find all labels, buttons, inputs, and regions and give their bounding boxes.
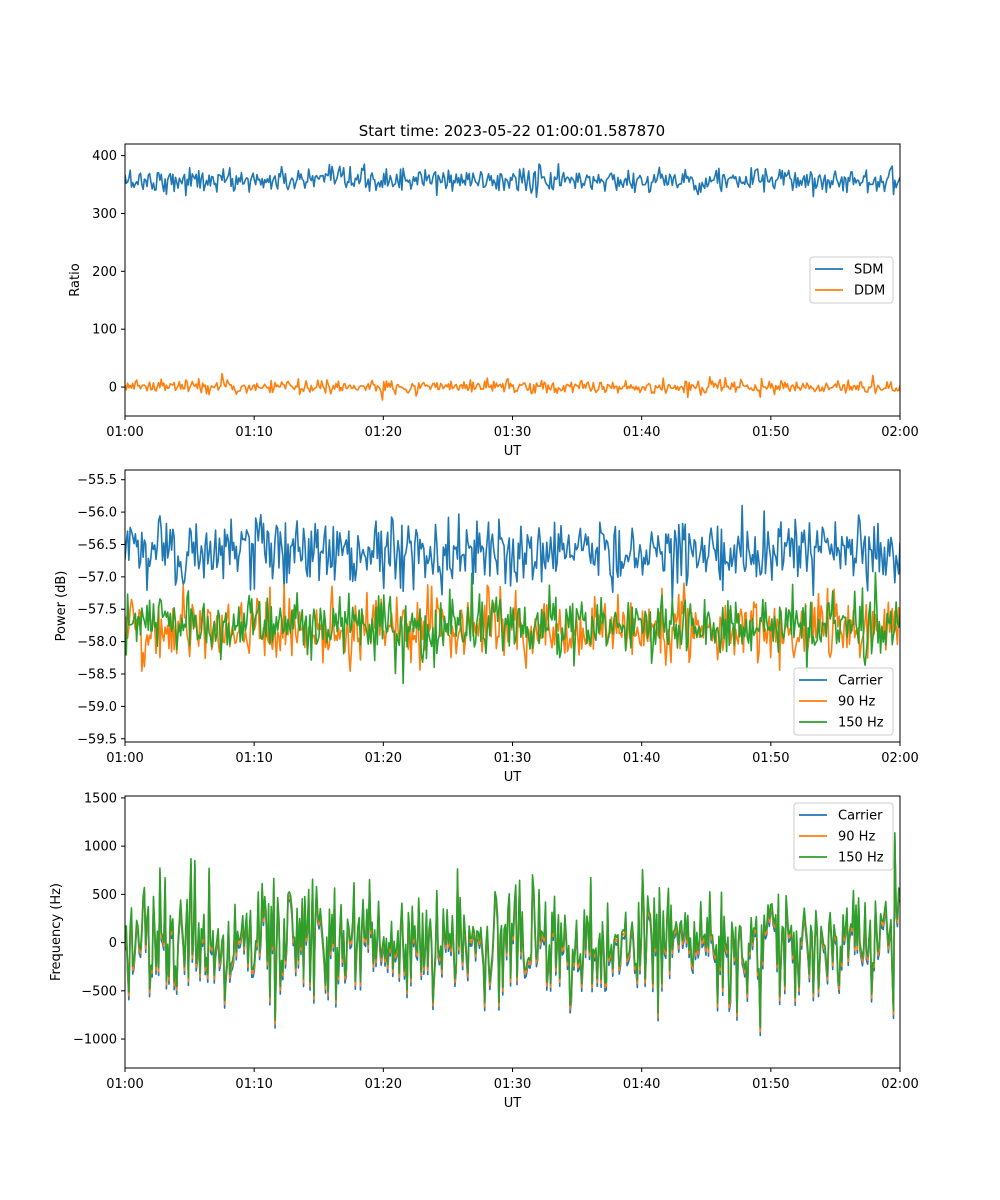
x-tick-label: 01:50 (752, 1077, 789, 1092)
x-tick-label: 01:50 (752, 751, 789, 766)
legend-label: 90 Hz (838, 830, 875, 845)
legend: SDM DDM (809, 256, 894, 304)
legend-label: 150 Hz (838, 716, 884, 731)
x-tick-label: 01:10 (235, 425, 272, 440)
x-tick-label: 01:40 (623, 751, 660, 766)
x-tick-label: 01:50 (752, 425, 789, 440)
y-tick-label: −59.5 (77, 732, 117, 747)
series-line-150-hz (125, 831, 900, 1029)
y-tick-label: 1500 (84, 791, 117, 806)
y-axis-label: Frequency (Hz) (49, 883, 64, 981)
x-tick-label: 01:40 (623, 1077, 660, 1092)
y-tick-label: −59.0 (77, 700, 117, 715)
legend-label: Carrier (838, 809, 883, 824)
x-tick-label: 01:20 (365, 751, 402, 766)
y-tick-label: 200 (92, 265, 117, 280)
x-tick-label: 02:00 (881, 751, 918, 766)
x-axis-label: UT (504, 1096, 522, 1111)
series-line-sdm (125, 163, 900, 198)
x-tick-label: 01:00 (106, 425, 143, 440)
series-line-carrier (125, 504, 900, 604)
y-tick-label: 0 (109, 381, 117, 396)
x-tick-label: 01:00 (106, 1077, 143, 1092)
y-tick-label: −58.5 (77, 668, 117, 683)
y-tick-label: −500 (81, 984, 117, 999)
legend: Carrier 90 Hz 150 Hz (793, 667, 894, 736)
panel-power: 01:00 01:10 01:20 01:30 01:40 01:50 02:00 −59.5… (54, 469, 919, 785)
x-tick-label: 02:00 (881, 425, 918, 440)
y-tick-label: 0 (109, 936, 117, 951)
legend-label: SDM (854, 263, 883, 278)
y-tick-label: −56.5 (77, 538, 117, 553)
legend-label: DDM (854, 284, 885, 299)
series-line-150-hz (125, 571, 900, 685)
x-tick-label: 01:20 (365, 1077, 402, 1092)
series-line-ddm (125, 372, 900, 401)
x-tick-label: 01:30 (494, 751, 531, 766)
x-tick-label: 01:00 (106, 751, 143, 766)
x-tick-label: 02:00 (881, 1077, 918, 1092)
y-tick-label: −57.5 (77, 603, 117, 618)
legend-label: 150 Hz (838, 851, 884, 866)
y-axis-label: Ratio (68, 263, 83, 296)
y-tick-label: −55.5 (77, 473, 117, 488)
y-tick-label: 500 (92, 888, 117, 903)
x-tick-label: 01:40 (623, 425, 660, 440)
chart-title: Start time: 2023-05-22 01:00:01.587870 (359, 122, 665, 140)
y-tick-label: −56.0 (77, 506, 117, 521)
x-tick-label: 01:30 (494, 1077, 531, 1092)
y-tick-label: 400 (92, 149, 117, 164)
x-tick-label: 01:30 (494, 425, 531, 440)
x-axis-label: UT (504, 444, 522, 459)
y-tick-label: 100 (92, 323, 117, 338)
x-tick-label: 01:20 (365, 425, 402, 440)
y-tick-label: 300 (92, 207, 117, 222)
legend-box (793, 802, 894, 871)
x-tick-label: 01:10 (235, 1077, 272, 1092)
y-tick-label: −1000 (73, 1033, 117, 1048)
y-tick-label: −57.0 (77, 570, 117, 585)
legend-label: 90 Hz (838, 695, 875, 710)
x-tick-label: 01:10 (235, 751, 272, 766)
y-tick-label: 1000 (84, 840, 117, 855)
legend-label: Carrier (838, 674, 883, 689)
legend: Carrier 90 Hz 150 Hz (793, 802, 894, 871)
y-tick-label: −58.0 (77, 635, 117, 650)
y-axis-label: Power (dB) (54, 571, 69, 642)
x-axis-label: UT (504, 770, 522, 785)
legend-box (793, 667, 894, 736)
panel-ratio: 01:00 01:10 01:20 01:30 01:40 01:50 02:00 0 100 2… (68, 143, 919, 459)
panel-frequency: 01:00 01:10 01:20 01:30 01:40 01:50 02:00 −1000… (49, 791, 919, 1111)
